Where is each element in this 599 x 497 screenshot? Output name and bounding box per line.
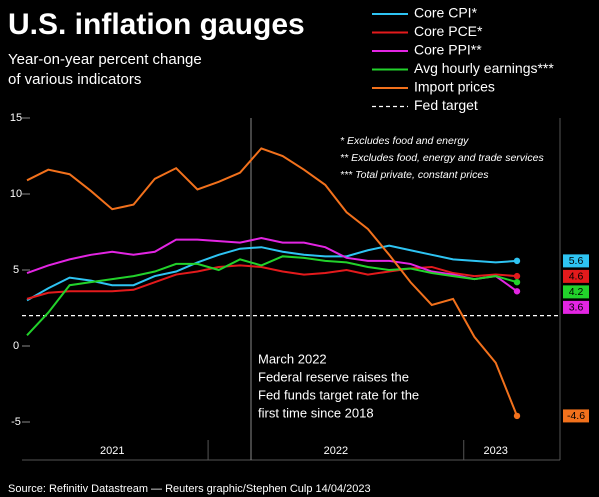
- series-line: [26, 237, 518, 293]
- annotation: Federal reserve raises the: [258, 369, 409, 384]
- series-line: [26, 264, 518, 300]
- legend-label: Fed target: [414, 97, 478, 113]
- series-line: [26, 255, 518, 337]
- x-tick-label: 2021: [100, 445, 124, 457]
- series-line: [26, 147, 518, 417]
- end-dot: [513, 288, 521, 295]
- value-label-box: [563, 254, 589, 268]
- value-label-box: [563, 300, 589, 314]
- note: * Excludes food and energy: [340, 135, 469, 147]
- chart-title: U.S. inflation gauges: [8, 8, 305, 41]
- y-tick-label: 0: [13, 340, 19, 352]
- x-tick-label: 2023: [483, 445, 507, 457]
- legend-label: Core PCE*: [414, 23, 483, 39]
- source: Source: Refinitiv Datastream — Reuters g…: [8, 483, 371, 495]
- y-tick-label: 5: [13, 264, 19, 276]
- annotation: first time since 2018: [258, 405, 374, 420]
- legend-label: Core PPI**: [414, 42, 482, 58]
- subtitle: of various indicators: [8, 71, 141, 88]
- value-label: 4.2: [569, 286, 584, 298]
- value-label: 4.6: [569, 271, 584, 283]
- legend-label: Core CPI*: [414, 5, 478, 21]
- end-dot: [513, 272, 521, 280]
- x-tick-label: 2022: [324, 445, 348, 457]
- subtitle: Year-on-year percent change: [8, 51, 202, 68]
- value-label-box: [563, 285, 589, 299]
- value-label-box: [563, 269, 589, 283]
- end-dot: [513, 257, 521, 265]
- annotation: March 2022: [258, 351, 327, 366]
- value-label: 3.6: [569, 302, 584, 314]
- value-label: 5.6: [569, 255, 584, 267]
- series-line: [26, 244, 518, 302]
- value-label-box: [563, 409, 589, 423]
- end-dot: [513, 412, 521, 420]
- note: ** Excludes food, energy and trade servi…: [340, 152, 544, 164]
- legend-label: Import prices: [414, 79, 495, 95]
- y-tick-label: -5: [11, 416, 21, 428]
- legend-label: Avg hourly earnings***: [414, 60, 554, 76]
- y-tick-label: 15: [10, 112, 22, 124]
- y-tick-label: 10: [10, 188, 22, 200]
- end-dot: [513, 278, 521, 286]
- annotation: Fed funds target rate for the: [258, 387, 419, 402]
- value-label: -4.6: [567, 410, 585, 422]
- note: *** Total private, constant prices: [340, 169, 489, 181]
